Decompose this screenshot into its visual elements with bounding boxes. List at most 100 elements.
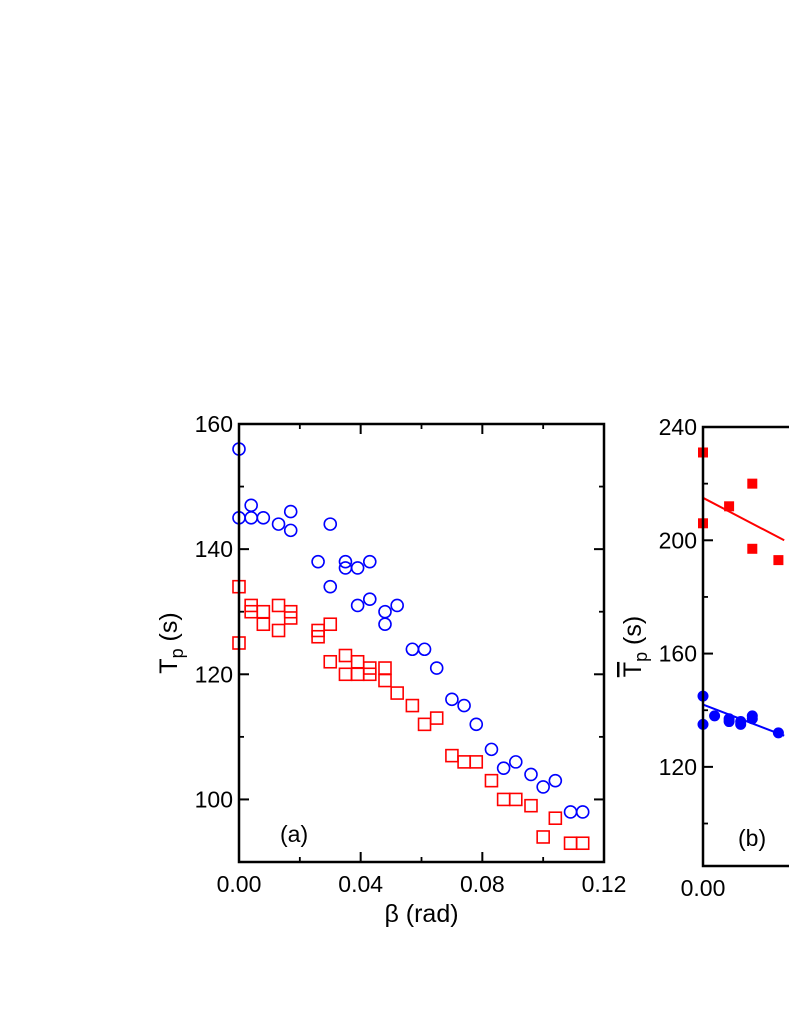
open-circle-marker: [362, 592, 377, 607]
open-circle-marker: [524, 767, 538, 782]
panel-b-data-marks: [697, 447, 785, 739]
open-square-marker: [445, 748, 459, 763]
open-circle-marker: [417, 642, 432, 657]
open-square-marker: [575, 836, 590, 851]
panel-a-x-axis-label: β (rad): [384, 900, 458, 928]
open-square-marker: [417, 717, 432, 732]
filled-circle-marker: [723, 716, 735, 728]
open-circle-marker: [445, 692, 459, 707]
panel-b-ticks: 120 160 200 240 0.00: [659, 414, 726, 901]
y-tick-label: 140: [195, 536, 233, 562]
x-tick-label: 0.00: [681, 875, 726, 901]
open-square-marker: [496, 792, 511, 807]
filled-square-marker: [773, 555, 784, 566]
open-square-marker: [311, 629, 325, 644]
open-circle-marker: [536, 780, 550, 794]
panel-b: 120 160 200 240 0.00 (b) Tp (s): [619, 414, 789, 901]
open-square-marker: [350, 654, 365, 669]
open-square-marker: [457, 755, 471, 769]
filled-circle-marker: [709, 710, 721, 722]
open-square-marker: [390, 686, 404, 700]
open-circle-marker: [563, 805, 578, 819]
y-tick-label: 120: [659, 754, 697, 780]
filled-circle-marker: [746, 710, 758, 722]
open-circle-marker: [311, 554, 325, 569]
panel-a: 0.00 0.04 0.08 0.12 100 120 140 160 (a) β (rad)…: [155, 411, 626, 928]
open-square-marker: [536, 830, 550, 844]
fit-line: [702, 496, 785, 542]
open-circle-marker: [548, 773, 563, 788]
open-circle-marker: [350, 561, 365, 575]
open-square-marker: [256, 617, 271, 632]
open-square-marker: [323, 654, 338, 669]
open-square-marker: [338, 648, 353, 663]
y-axis-label-subscript: p: [167, 648, 187, 658]
open-square-marker: [256, 604, 271, 619]
y-tick-label: 120: [195, 661, 233, 687]
y-tick-label: 100: [195, 786, 233, 812]
y-tick-label: 200: [659, 527, 697, 553]
open-circle-marker: [508, 755, 523, 769]
open-circle-marker: [378, 604, 392, 619]
open-circle-marker: [283, 523, 298, 538]
panel-a-ticks: 0.00 0.04 0.08 0.12 100 120 140 160: [195, 411, 627, 897]
filled-square-marker: [724, 501, 735, 512]
y-tick-label: 160: [659, 641, 697, 667]
open-circle-marker: [323, 579, 338, 594]
open-square-marker: [405, 698, 420, 713]
open-square-marker: [362, 667, 377, 682]
open-circle-marker: [283, 504, 298, 519]
open-square-marker: [378, 673, 392, 688]
open-circle-marker: [378, 617, 392, 632]
filled-square-marker: [747, 478, 758, 489]
y-tick-label: 240: [659, 414, 697, 440]
open-circle-marker: [350, 598, 365, 613]
x-tick-label: 0.08: [460, 871, 505, 897]
panel-b-label: (b): [738, 825, 766, 851]
panel-a-y-axis-label: Tp (s): [155, 612, 187, 673]
open-square-marker: [338, 667, 353, 682]
open-circle-marker: [390, 598, 404, 613]
panel-a-label: (a): [280, 821, 308, 847]
x-tick-label: 0.00: [217, 871, 262, 897]
open-circle-marker: [496, 761, 511, 775]
y-tick-label: 160: [195, 411, 233, 437]
open-circle-marker: [244, 498, 258, 513]
y-axis-label-main: T: [155, 658, 183, 673]
open-circle-marker: [362, 554, 377, 569]
open-circle-marker: [469, 717, 484, 732]
y-axis-label-main: T: [619, 662, 647, 677]
panel-b-plot-frame: [701, 425, 789, 868]
open-square-marker: [563, 836, 578, 851]
open-circle-marker: [429, 661, 444, 675]
open-square-marker: [350, 667, 365, 682]
open-square-marker: [429, 711, 444, 725]
filled-circle-marker: [735, 718, 747, 730]
open-square-marker: [323, 617, 338, 632]
open-square-marker: [271, 623, 286, 638]
open-circle-marker: [338, 554, 353, 569]
open-circle-marker: [323, 517, 338, 531]
filled-square-marker: [747, 543, 758, 554]
x-tick-label: 0.12: [582, 871, 627, 897]
open-square-marker: [524, 798, 538, 813]
y-axis-label-unit: (s): [155, 612, 183, 648]
open-circle-marker: [484, 742, 499, 757]
open-square-marker: [484, 773, 499, 788]
open-square-marker: [508, 792, 523, 807]
filled-circle-marker: [772, 727, 784, 739]
open-square-marker: [469, 755, 484, 769]
open-square-marker: [271, 598, 286, 613]
open-circle-marker: [575, 805, 590, 819]
panel-a-plot-frame: [237, 422, 606, 864]
panel-a-data-marks: [232, 442, 590, 851]
open-circle-marker: [271, 517, 286, 531]
y-axis-label-subscript: p: [631, 652, 651, 662]
y-axis-label-unit: (s): [619, 616, 647, 652]
open-square-marker: [378, 661, 392, 675]
open-circle-marker: [405, 642, 420, 657]
open-square-marker: [283, 611, 298, 625]
open-circle-marker: [244, 511, 258, 525]
open-circle-marker: [457, 698, 471, 713]
